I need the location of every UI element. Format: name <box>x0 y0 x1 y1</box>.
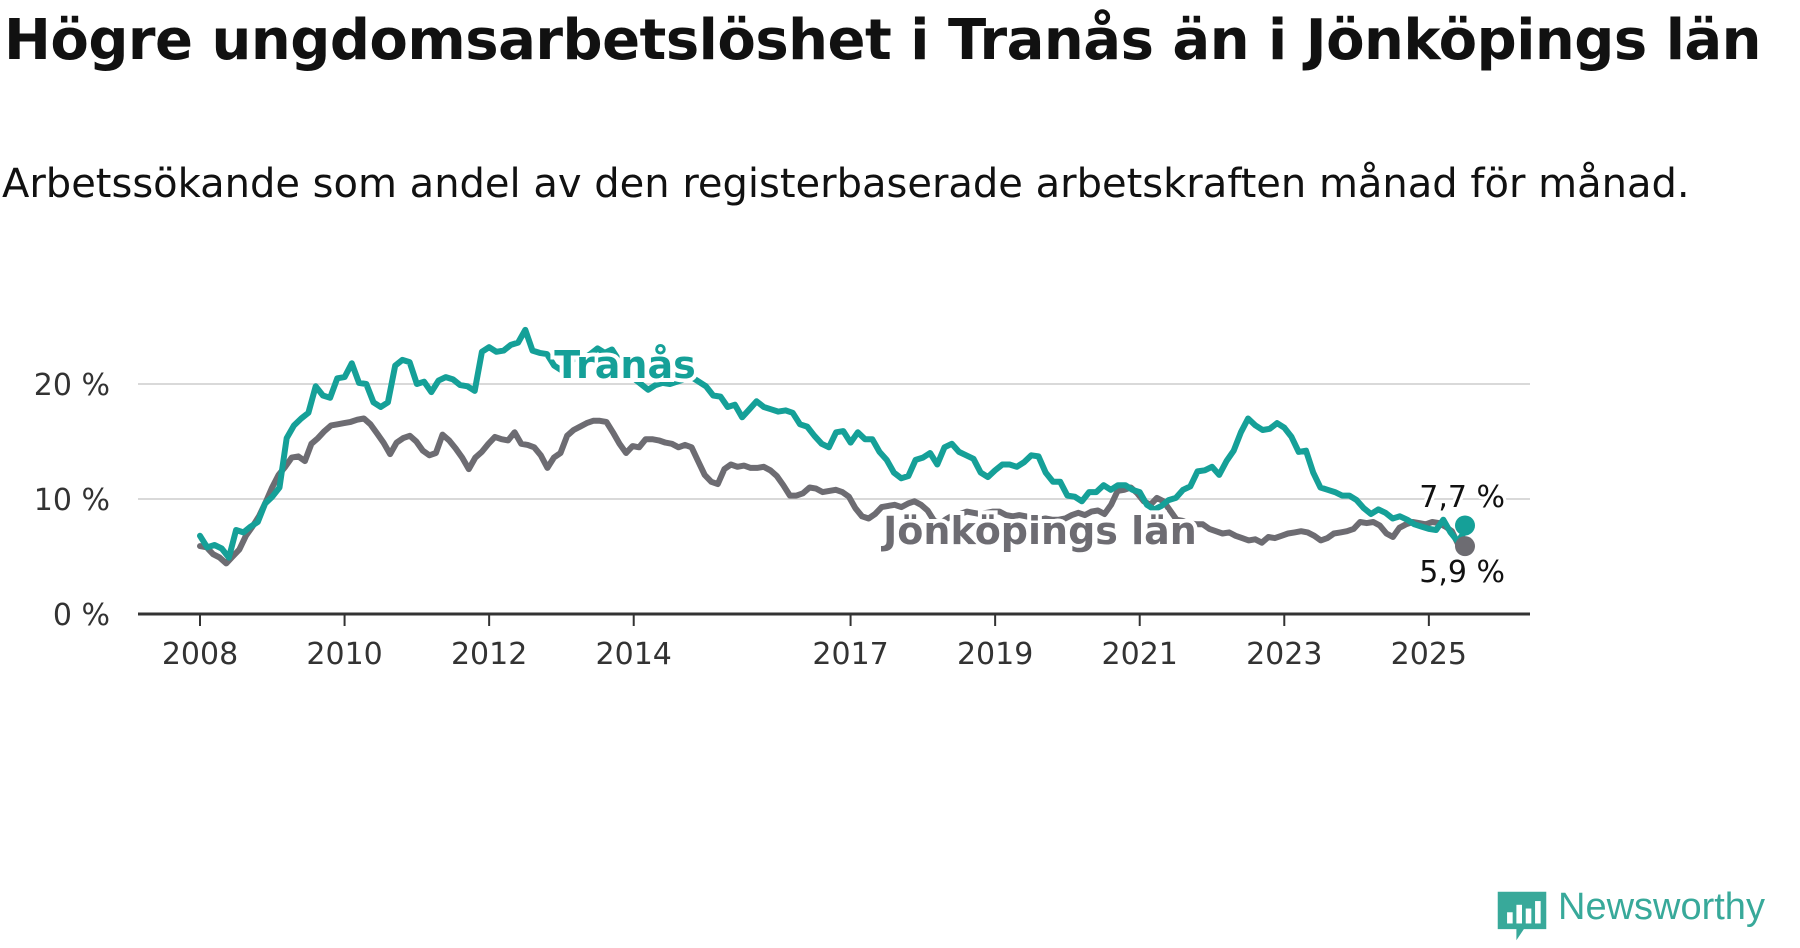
series-line-tranas <box>197 326 1468 561</box>
series-label-tranas: Tranås <box>554 343 695 387</box>
y-tick-label: 0 % <box>53 598 110 633</box>
x-tick-label: 2012 <box>451 637 527 672</box>
x-tick-label: 2017 <box>812 637 888 672</box>
end-label-jonkopings-lan: 5,9 % <box>1419 555 1505 590</box>
brand-name: Newsworthy <box>1558 886 1765 928</box>
x-tick-label: 2019 <box>957 637 1033 672</box>
y-tick-label: 20 % <box>34 368 110 403</box>
series-label-jonkopings-lan: Jönköpings län <box>880 509 1197 553</box>
end-point-jonkopings-lan <box>1455 536 1475 557</box>
chart-title: Högre ungdomsarbetslöshet i Tranås än i … <box>4 8 1762 73</box>
y-tick-label: 10 % <box>34 483 110 518</box>
series-line-jonkopings-lan <box>197 415 1468 567</box>
end-point-tranas <box>1455 515 1475 536</box>
x-tick-label: 2023 <box>1246 637 1322 672</box>
chart-subtitle: Arbetssökande som andel av den registerb… <box>2 161 1690 207</box>
newsworthy-logo-icon <box>1497 891 1547 941</box>
x-tick-label: 2021 <box>1102 637 1178 672</box>
x-tick-label: 2014 <box>596 637 672 672</box>
end-label-tranas: 7,7 % <box>1419 480 1505 515</box>
x-tick-label: 2008 <box>162 637 238 672</box>
x-tick-label: 2010 <box>306 637 382 672</box>
x-tick-label: 2025 <box>1391 637 1467 672</box>
